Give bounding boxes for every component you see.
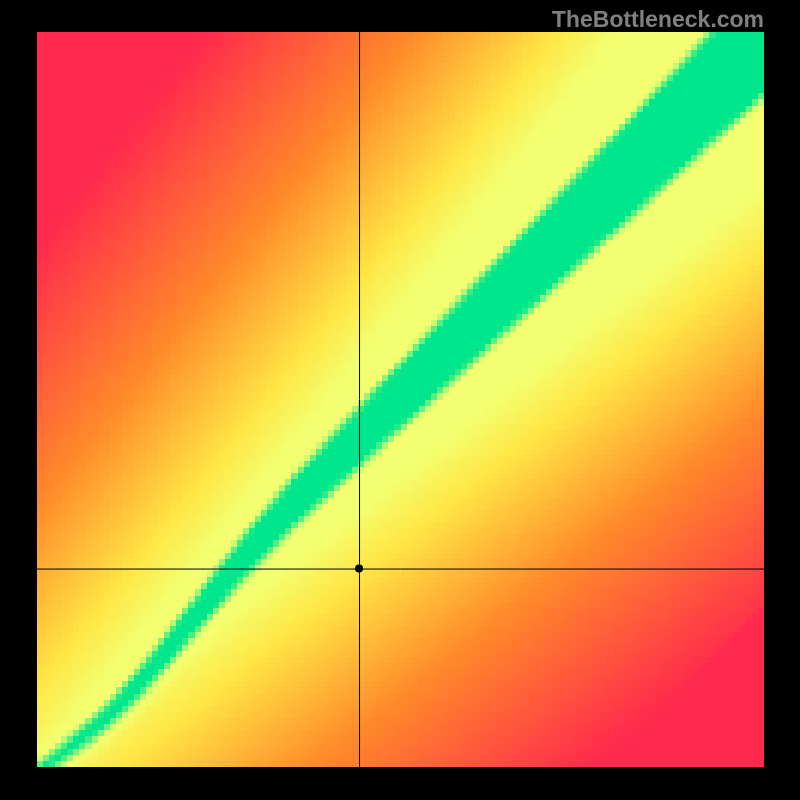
chart-container: TheBottleneck.com — [0, 0, 800, 800]
bottleneck-heatmap — [0, 0, 800, 800]
watermark-text: TheBottleneck.com — [552, 6, 764, 33]
